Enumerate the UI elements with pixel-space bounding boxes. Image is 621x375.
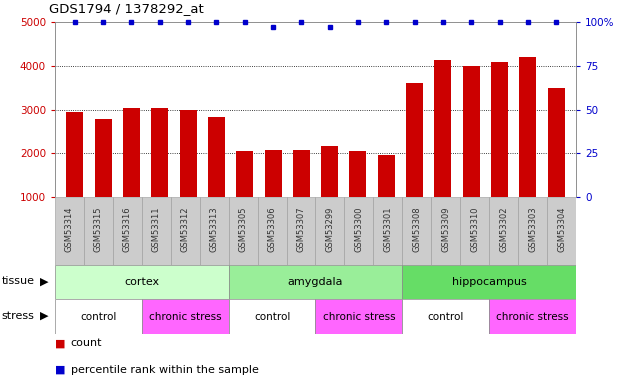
Bar [489, 197, 518, 265]
Text: ▶: ▶ [40, 311, 48, 321]
Bar [258, 197, 286, 265]
Text: GSM53301: GSM53301 [383, 207, 392, 252]
Bar [460, 197, 489, 265]
Bar [94, 119, 112, 241]
Bar [171, 197, 200, 265]
Text: percentile rank within the sample: percentile rank within the sample [71, 364, 258, 375]
Bar [321, 146, 338, 241]
Text: GSM53299: GSM53299 [325, 207, 335, 252]
Text: GSM53308: GSM53308 [412, 207, 421, 252]
Bar [491, 62, 508, 241]
Text: GSM53315: GSM53315 [94, 207, 103, 252]
Text: GSM53314: GSM53314 [65, 207, 74, 252]
Bar [406, 83, 423, 241]
Text: GSM53304: GSM53304 [557, 207, 566, 252]
Text: GSM53311: GSM53311 [152, 207, 161, 252]
Bar [84, 197, 113, 265]
Text: control: control [80, 312, 117, 321]
Bar [229, 299, 315, 334]
Bar [378, 155, 395, 241]
Bar [315, 299, 402, 334]
Text: GSM53309: GSM53309 [442, 207, 450, 252]
Bar [55, 197, 84, 265]
Bar [293, 150, 310, 241]
Text: cortex: cortex [124, 277, 160, 287]
Text: GSM53305: GSM53305 [238, 207, 248, 252]
Text: ■: ■ [55, 338, 65, 348]
Text: GSM53307: GSM53307 [297, 207, 306, 252]
Bar [66, 112, 83, 241]
Bar [489, 299, 576, 334]
Bar [152, 108, 168, 241]
Text: count: count [71, 338, 102, 348]
Bar [350, 151, 366, 241]
Bar [402, 299, 489, 334]
Bar [315, 197, 345, 265]
Text: amygdala: amygdala [288, 277, 343, 287]
Text: GSM53306: GSM53306 [268, 207, 276, 252]
Text: stress: stress [1, 311, 34, 321]
Text: GSM53300: GSM53300 [355, 207, 363, 252]
Bar [55, 265, 229, 299]
Bar [548, 88, 564, 241]
Text: chronic stress: chronic stress [149, 312, 222, 321]
Bar [200, 197, 229, 265]
Bar [55, 299, 142, 334]
Bar [229, 265, 402, 299]
Bar [402, 265, 576, 299]
Text: GSM53316: GSM53316 [123, 207, 132, 252]
Text: GSM53310: GSM53310 [470, 207, 479, 252]
Text: hippocampus: hippocampus [452, 277, 527, 287]
Bar [547, 197, 576, 265]
Text: GSM53312: GSM53312 [181, 207, 190, 252]
Bar [519, 57, 537, 241]
Bar [402, 197, 431, 265]
Bar [463, 66, 480, 241]
Bar [142, 197, 171, 265]
Bar [518, 197, 547, 265]
Bar [345, 197, 373, 265]
Bar [229, 197, 258, 265]
Bar [435, 60, 451, 241]
Text: chronic stress: chronic stress [322, 312, 395, 321]
Text: GSM53302: GSM53302 [499, 207, 508, 252]
Text: ■: ■ [55, 364, 65, 375]
Bar [179, 110, 197, 241]
Bar [208, 117, 225, 241]
Text: GSM53303: GSM53303 [528, 207, 537, 252]
Bar [431, 197, 460, 265]
Text: GSM53313: GSM53313 [210, 207, 219, 252]
Text: control: control [428, 312, 464, 321]
Text: ▶: ▶ [40, 276, 48, 286]
Bar [142, 299, 229, 334]
Text: control: control [254, 312, 290, 321]
Bar [286, 197, 315, 265]
Text: chronic stress: chronic stress [496, 312, 569, 321]
Bar [123, 108, 140, 241]
Bar [373, 197, 402, 265]
Bar [265, 150, 281, 241]
Bar [113, 197, 142, 265]
Bar [236, 151, 253, 241]
Text: tissue: tissue [1, 276, 34, 286]
Text: GDS1794 / 1378292_at: GDS1794 / 1378292_at [49, 2, 204, 15]
